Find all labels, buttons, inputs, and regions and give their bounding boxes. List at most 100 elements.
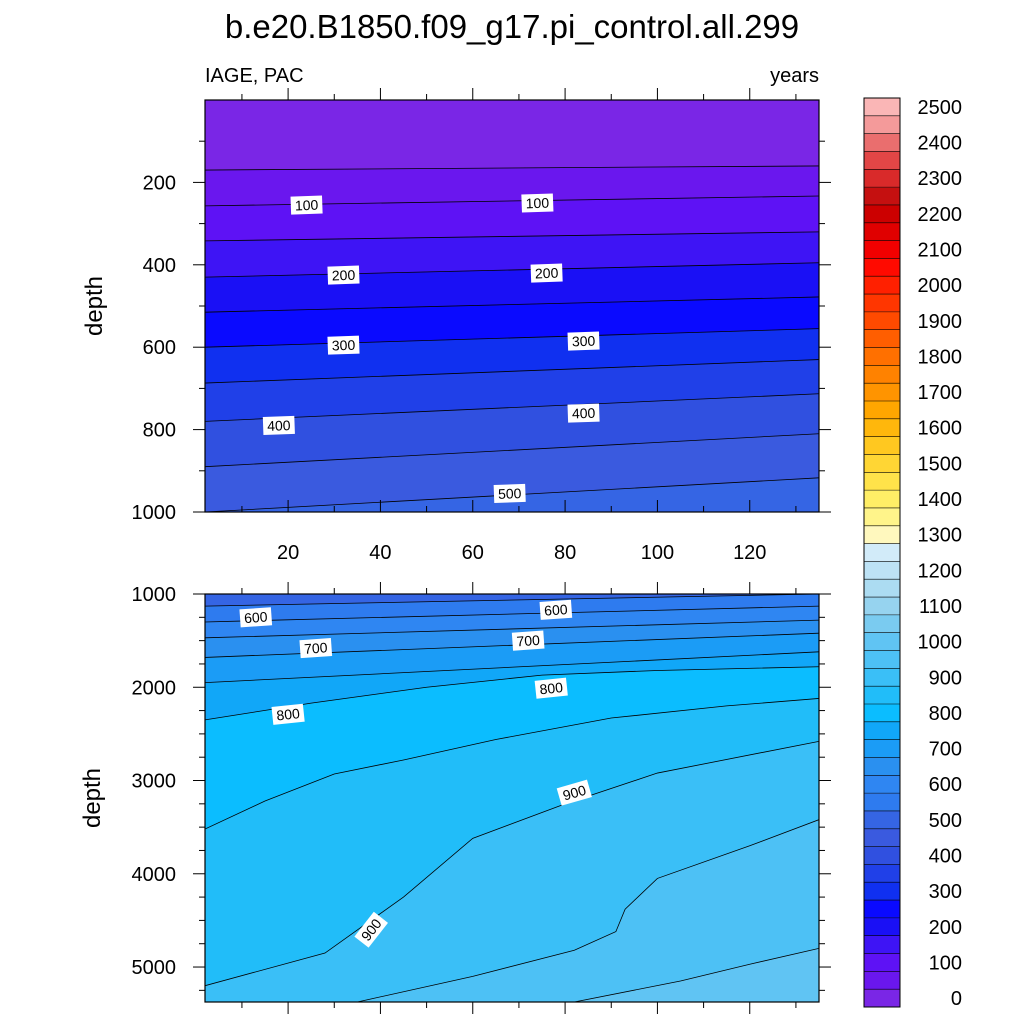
colorbar-box-650 bbox=[864, 757, 900, 776]
lower-y-tick-label: 5000 bbox=[132, 957, 177, 979]
lower-isoline-600 bbox=[205, 605, 819, 623]
upper-contour-label: 300 bbox=[327, 335, 360, 355]
colorbar-frame bbox=[863, 97, 901, 1008]
upper-contour-label-text: 100 bbox=[295, 197, 319, 214]
upper-isoline-150 bbox=[205, 231, 819, 242]
colorbar-box-2050 bbox=[864, 258, 900, 277]
colorbar-box-2250 bbox=[864, 187, 900, 205]
colorbar-box-750 bbox=[864, 721, 900, 740]
upper-contour-label-bg bbox=[262, 415, 295, 436]
colorbar-box-2300 bbox=[864, 169, 900, 188]
x-tick-label: 60 bbox=[462, 542, 484, 564]
upper-band-100 bbox=[205, 195, 819, 241]
upper-band-250 bbox=[205, 296, 819, 348]
x-tick-label: 20 bbox=[277, 542, 299, 564]
lower-contour-label-bg bbox=[239, 607, 273, 628]
upper-contour-label-bg bbox=[567, 403, 600, 423]
colorbar-label: 1600 bbox=[918, 418, 963, 440]
upper-contour-label-bg bbox=[493, 483, 526, 504]
lower-band-950 bbox=[352, 819, 819, 1002]
lower-contour-label-bg bbox=[539, 599, 573, 620]
left-subtitle: IAGE, PAC bbox=[205, 65, 304, 87]
colorbar-box-1500 bbox=[864, 454, 900, 473]
lower-plot-frame bbox=[204, 593, 820, 1003]
lower-contour-label-bg bbox=[271, 703, 305, 725]
upper-y-tick-label: 800 bbox=[143, 420, 176, 442]
colorbar-box-1850 bbox=[864, 329, 900, 348]
upper-y-tick-label: 600 bbox=[143, 337, 176, 359]
upper-axes-ticks: 20 40 60 80 100 120 200 400 600 800 1000 bbox=[132, 88, 831, 564]
colorbar-box-1550 bbox=[864, 436, 900, 455]
upper-contour-label-bg bbox=[327, 265, 360, 285]
lower-contour-label-bg bbox=[354, 911, 388, 948]
lower-contour-label-text: 600 bbox=[244, 609, 269, 627]
colorbar-label: 1200 bbox=[918, 560, 963, 582]
upper-isoline-450 bbox=[205, 433, 819, 468]
lower-contour-label-bg bbox=[299, 638, 333, 659]
lower-contour-label-text: 900 bbox=[561, 782, 588, 804]
colorbar-label: 300 bbox=[929, 881, 962, 903]
colorbar-box-450 bbox=[864, 828, 900, 847]
colorbar-label: 1800 bbox=[918, 346, 963, 368]
upper-contour-label: 200 bbox=[530, 263, 563, 283]
colorbar-label: 1100 bbox=[919, 596, 962, 618]
upper-contour-label-bg bbox=[290, 195, 323, 215]
upper-plot-frame bbox=[204, 99, 820, 513]
colorbar-label: 500 bbox=[929, 810, 962, 832]
upper-contour-label-bg bbox=[530, 263, 563, 283]
lower-contour-fill bbox=[205, 594, 819, 1002]
upper-contour-label: 300 bbox=[567, 331, 600, 351]
colorbar-box-600 bbox=[864, 775, 900, 794]
colorbar-label: 200 bbox=[929, 917, 962, 939]
lower-contour-label: 600 bbox=[539, 599, 573, 620]
lower-contour-label: 700 bbox=[511, 630, 545, 651]
lower-isoline-950 bbox=[357, 819, 819, 1002]
upper-contour-label-bg bbox=[567, 331, 600, 351]
lower-isoline-850 bbox=[205, 698, 819, 830]
upper-contour-label: 500 bbox=[493, 483, 526, 504]
colorbar: 0 100 200 300 400 500 600 700 800 900 1000 1100 1200… bbox=[863, 97, 963, 1010]
lower-contour-label-bg bbox=[556, 779, 592, 806]
colorbar-box-1900 bbox=[864, 311, 900, 330]
lower-contour-label: 900 bbox=[556, 779, 592, 806]
x-tick-label: 120 bbox=[733, 542, 766, 564]
colorbar-label: 800 bbox=[929, 703, 962, 725]
lower-isoline-550 bbox=[205, 594, 819, 607]
upper-contour-label-text: 300 bbox=[572, 333, 596, 350]
colorbar-label: 2300 bbox=[918, 168, 963, 190]
lower-y-tick-label: 2000 bbox=[132, 677, 177, 699]
upper-contour-label-text: 400 bbox=[572, 405, 596, 422]
colorbar-box-950 bbox=[864, 650, 900, 669]
colorbar-box-1700 bbox=[864, 383, 900, 401]
lower-contour-label: 800 bbox=[271, 703, 305, 725]
colorbar-box-2500 bbox=[864, 98, 900, 116]
upper-contour-label-bg bbox=[521, 193, 554, 213]
upper-contour-label: 400 bbox=[262, 415, 295, 436]
colorbar-box-1150 bbox=[864, 579, 900, 598]
upper-contour-label: 400 bbox=[567, 403, 600, 423]
x-tick-label: 80 bbox=[554, 542, 576, 564]
colorbar-label: 2000 bbox=[918, 275, 963, 297]
upper-y-tick-label: 200 bbox=[143, 172, 176, 194]
upper-y-tick-label: 1000 bbox=[132, 502, 177, 524]
colorbar-box-2100 bbox=[864, 240, 900, 259]
colorbar-box-900 bbox=[864, 668, 900, 687]
colorbar-box-1450 bbox=[864, 472, 900, 491]
colorbar-label: 400 bbox=[929, 846, 962, 868]
upper-contour-label-text: 300 bbox=[332, 337, 356, 354]
colorbar-label: 0 bbox=[951, 988, 962, 1010]
colorbar-box-2000 bbox=[864, 276, 900, 295]
colorbar-label: 700 bbox=[929, 739, 962, 761]
x-tick-label: 100 bbox=[641, 542, 674, 564]
lower-isoline-1000 bbox=[574, 947, 819, 1002]
lower-isoline-750 bbox=[205, 651, 819, 683]
colorbar-label: 1400 bbox=[918, 489, 963, 511]
colorbar-box-850 bbox=[864, 686, 900, 704]
colorbar-box-400 bbox=[864, 846, 900, 865]
colorbar-label: 600 bbox=[929, 774, 962, 796]
colorbar-label: 900 bbox=[929, 667, 962, 689]
colorbar-box-2150 bbox=[864, 222, 900, 241]
colorbar-label: 1700 bbox=[918, 382, 963, 404]
